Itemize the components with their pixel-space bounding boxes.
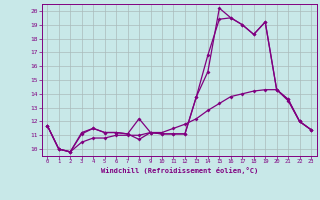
X-axis label: Windchill (Refroidissement éolien,°C): Windchill (Refroidissement éolien,°C) bbox=[100, 167, 258, 174]
